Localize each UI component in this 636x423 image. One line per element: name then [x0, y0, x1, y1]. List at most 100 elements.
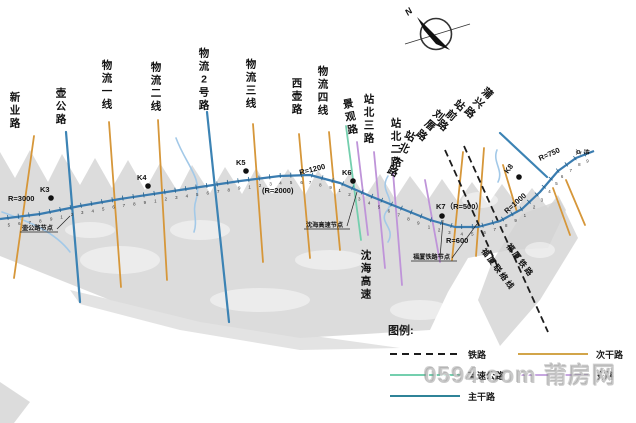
chainage-number: 2 [165, 197, 168, 202]
chainage-tick [409, 209, 413, 215]
node-leader [451, 223, 478, 259]
chainage-number: 6 [388, 209, 391, 214]
chainage-tick [205, 182, 208, 189]
chainage-number: 6 [207, 190, 210, 195]
chainage-number: 2 [71, 212, 74, 217]
river [1, 211, 71, 253]
chainage-number: 1 [60, 214, 63, 219]
chainage-number: 8 [578, 162, 581, 167]
road-name-label: 物流三线 [246, 58, 257, 110]
chainage-tick [258, 175, 260, 181]
chainage-tick [548, 176, 553, 181]
chainage-number: 5 [196, 192, 199, 197]
land-texture [525, 242, 555, 258]
k-marker-label: K8 [502, 162, 515, 175]
railway-line [444, 149, 501, 273]
land-texture [210, 288, 310, 312]
k-marker-label: K3 [40, 185, 50, 194]
branch-line-swatch [518, 374, 588, 376]
chainage-tick [226, 179, 229, 185]
chainage-tick [555, 168, 560, 173]
land-texture [390, 300, 450, 320]
chainage-tick [400, 205, 403, 211]
road-name-label: 物流一线 [102, 59, 113, 111]
land-texture [80, 246, 160, 274]
chainage-tick [583, 151, 587, 157]
land-texture [170, 220, 230, 240]
expressway-line-swatch [390, 374, 460, 376]
chainage-number: 4 [186, 194, 189, 199]
k-marker-dot [243, 168, 249, 174]
road-name-label: 站北二路 [391, 117, 402, 169]
k-marker-label: K4 [137, 173, 147, 182]
chainage-number: 4 [92, 208, 95, 213]
chainage-tick [534, 192, 539, 197]
chainage-tick [370, 193, 374, 199]
river [175, 137, 199, 233]
chainage-tick [90, 200, 93, 207]
chainage-tick [48, 209, 51, 215]
node-leader [56, 215, 71, 230]
chainage-number: 8 [505, 223, 508, 228]
legend-label-expressway: 高速公路 [468, 370, 505, 381]
land-mass [0, 150, 566, 338]
chainage-tick [195, 184, 197, 190]
legend-title: 图例: [388, 325, 414, 337]
chainage-tick [101, 199, 103, 205]
k-marker-dot [516, 174, 522, 180]
road-end-label: 终点 [575, 148, 591, 155]
road-line [252, 123, 264, 263]
chainage-number: 5 [102, 207, 105, 212]
chainage-tick [541, 184, 546, 189]
chainage-number: 9 [417, 220, 420, 225]
chainage-number: 3 [541, 197, 544, 202]
railway-line-swatch [390, 353, 460, 355]
chainage-tick [440, 220, 443, 226]
k-marker-label: K6 [342, 168, 352, 177]
chainage-number: 7 [494, 227, 497, 232]
chainage-tick [7, 214, 9, 221]
chainage-number: 4 [548, 189, 551, 194]
road-line [157, 119, 168, 281]
land-texture [65, 222, 115, 238]
chainage-tick [268, 174, 271, 180]
map-legend: 图例: 铁路 高速公路 主干路 次干路 支路 [388, 322, 634, 420]
legend-item-branch: 支路 [518, 369, 623, 381]
secondary-line-swatch [518, 353, 588, 355]
node-label: 沈海高速节点 [306, 221, 344, 229]
road-name-label: 物流四线 [318, 65, 329, 117]
chainage-number: 8 [227, 187, 230, 192]
chainage-number: 5 [555, 181, 558, 186]
chainage-number: 5 [378, 205, 381, 210]
chainage-tick [321, 175, 324, 181]
node-leader [346, 191, 358, 227]
chainage-tick [450, 222, 453, 228]
legend-label-railway: 铁路 [468, 349, 487, 360]
legend-item-trunk: 主干路 [390, 390, 504, 402]
chainage-tick [184, 186, 187, 192]
chainage-tick [69, 204, 72, 210]
road-line [565, 179, 586, 226]
road-name-label: 新业路 [10, 91, 21, 130]
chainage-number: 1 [339, 188, 342, 193]
road-name-label: 物流 2 号路 [199, 47, 210, 112]
chainage-number: 7 [123, 203, 126, 208]
chainage-number: 3 [81, 210, 84, 215]
chainage-number: 2 [438, 227, 441, 232]
k-marker-label: K5 [236, 158, 246, 167]
chainage-number: 5 [8, 222, 11, 227]
legend-column-right: 次干路 支路 [518, 348, 623, 390]
node-leader [439, 219, 444, 259]
chainage-number: 1 [154, 198, 157, 203]
chainage-tick [380, 197, 384, 203]
chainage-number: 4 [279, 180, 282, 185]
chainage-number: 7 [397, 213, 400, 218]
chainage-tick [311, 172, 314, 178]
land-texture [295, 250, 365, 270]
road-line [552, 187, 571, 236]
coast-strip [70, 290, 400, 350]
chainage-number: 3 [175, 195, 178, 200]
road-name-label: 沈海高速 [361, 249, 372, 301]
legend-label-trunk: 主干路 [468, 391, 496, 402]
legend-label-secondary: 次干路 [596, 349, 624, 360]
